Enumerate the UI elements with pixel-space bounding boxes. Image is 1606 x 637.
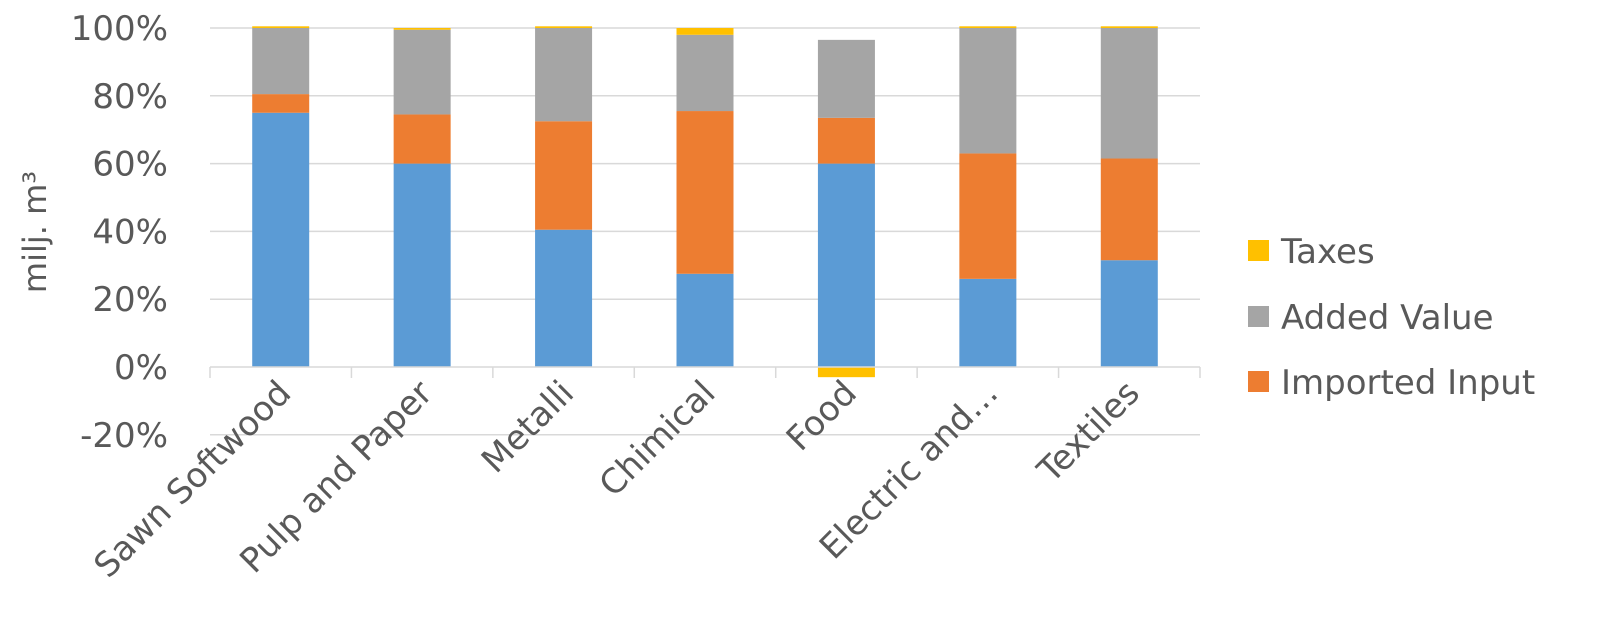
bar-segment bbox=[1100, 28, 1158, 159]
y-tick-labels: -20% 0% 20% 40% 60% 80% 100% bbox=[71, 9, 168, 456]
category-label: Chimical bbox=[592, 373, 724, 505]
y-tick-label: 100% bbox=[71, 9, 168, 49]
bar-segment bbox=[959, 278, 1017, 367]
y-tick-label: 40% bbox=[92, 212, 168, 252]
bar-segment bbox=[676, 111, 734, 274]
bar-segment bbox=[676, 34, 734, 112]
legend-label: Imported Input bbox=[1281, 363, 1535, 403]
bar-segment bbox=[393, 28, 451, 30]
bar-segment bbox=[252, 26, 310, 28]
bar-segment bbox=[959, 26, 1017, 28]
y-tick-label: 60% bbox=[92, 145, 168, 185]
bar-segment bbox=[676, 273, 734, 367]
category-label: Metalli bbox=[474, 373, 582, 481]
bar-segment bbox=[535, 121, 593, 230]
bar-segment bbox=[817, 367, 875, 378]
bar-segment bbox=[252, 94, 310, 113]
y-tick-label: 80% bbox=[92, 77, 168, 117]
bar-segment bbox=[535, 28, 593, 122]
bar-segment bbox=[1100, 260, 1158, 367]
bar-segment bbox=[817, 163, 875, 367]
bar-segment bbox=[817, 117, 875, 164]
legend: Taxes Added Value Imported Input bbox=[1248, 232, 1535, 403]
y-tick-label: 20% bbox=[92, 280, 168, 320]
bar-segment bbox=[393, 114, 451, 164]
bar-segment bbox=[1100, 26, 1158, 28]
y-tick-label: -20% bbox=[80, 416, 168, 456]
bar-segment bbox=[535, 229, 593, 367]
bars bbox=[252, 26, 1158, 378]
category-label: Food bbox=[779, 373, 865, 459]
bar-segment bbox=[535, 26, 593, 28]
legend-label: Taxes bbox=[1280, 232, 1375, 272]
legend-swatch bbox=[1248, 240, 1269, 261]
category-label: Textiles bbox=[1029, 373, 1147, 491]
bar-segment bbox=[676, 28, 734, 35]
bar-segment bbox=[393, 29, 451, 115]
x-axis bbox=[209, 366, 1201, 378]
bar-segment bbox=[393, 163, 451, 367]
legend-swatch bbox=[1248, 371, 1269, 392]
bar-segment bbox=[252, 112, 310, 367]
legend-swatch bbox=[1248, 306, 1269, 327]
legend-label: Added Value bbox=[1281, 298, 1494, 338]
y-tick-label: 0% bbox=[114, 348, 168, 388]
bar-segment bbox=[252, 28, 310, 95]
bar-segment bbox=[959, 28, 1017, 154]
bar-segment bbox=[817, 39, 875, 118]
bar-segment bbox=[1100, 158, 1158, 261]
bar-segment bbox=[959, 153, 1017, 279]
y-axis-title: milj. m³ bbox=[16, 171, 54, 293]
